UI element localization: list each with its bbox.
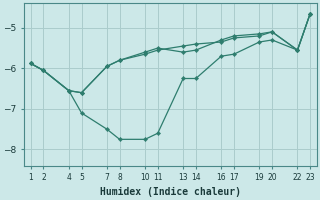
X-axis label: Humidex (Indice chaleur): Humidex (Indice chaleur)	[100, 186, 241, 197]
